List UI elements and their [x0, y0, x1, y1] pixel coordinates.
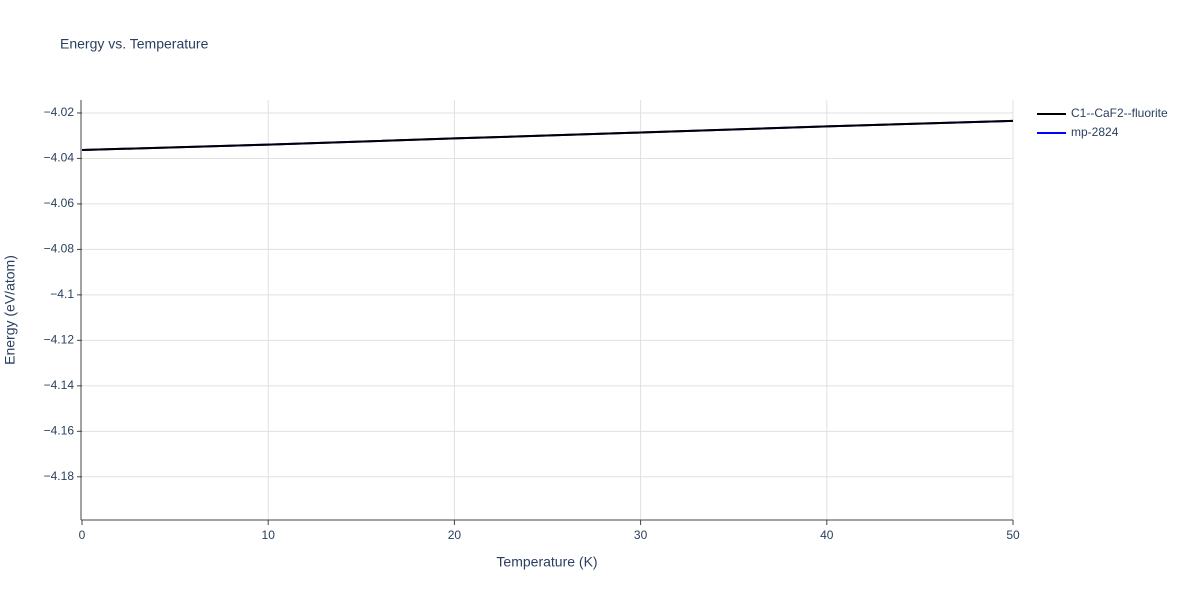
y-tick-label: −4.18	[44, 469, 75, 483]
x-tick-label: 0	[79, 528, 86, 542]
y-tick-label: −4.02	[44, 105, 75, 119]
legend-label: C1--CaF2--fluorite	[1071, 106, 1168, 120]
x-tick-label: 30	[634, 528, 648, 542]
plot-area	[81, 119, 1014, 152]
y-tick-label: −4.1	[50, 287, 74, 301]
y-tick-label: −4.14	[44, 378, 75, 392]
legend-label: mp-2824	[1071, 125, 1119, 139]
y-tick-label: −4.16	[44, 423, 75, 437]
x-tick-label: 10	[262, 528, 276, 542]
y-tick-label: −4.12	[44, 333, 75, 347]
chart-title: Energy vs. Temperature	[60, 36, 209, 52]
x-tick-label: 20	[448, 528, 462, 542]
y-tick-label: −4.06	[44, 196, 75, 210]
y-tick-label: −4.08	[44, 242, 75, 256]
series-line	[81, 119, 1014, 152]
x-tick-label: 50	[1006, 528, 1020, 542]
grid	[82, 100, 1014, 520]
x-axis-title: Temperature (K)	[496, 554, 597, 570]
y-axis-title: Energy (eV/atom)	[2, 255, 18, 365]
x-tick-label: 40	[820, 528, 834, 542]
y-tick-label: −4.04	[44, 151, 75, 165]
